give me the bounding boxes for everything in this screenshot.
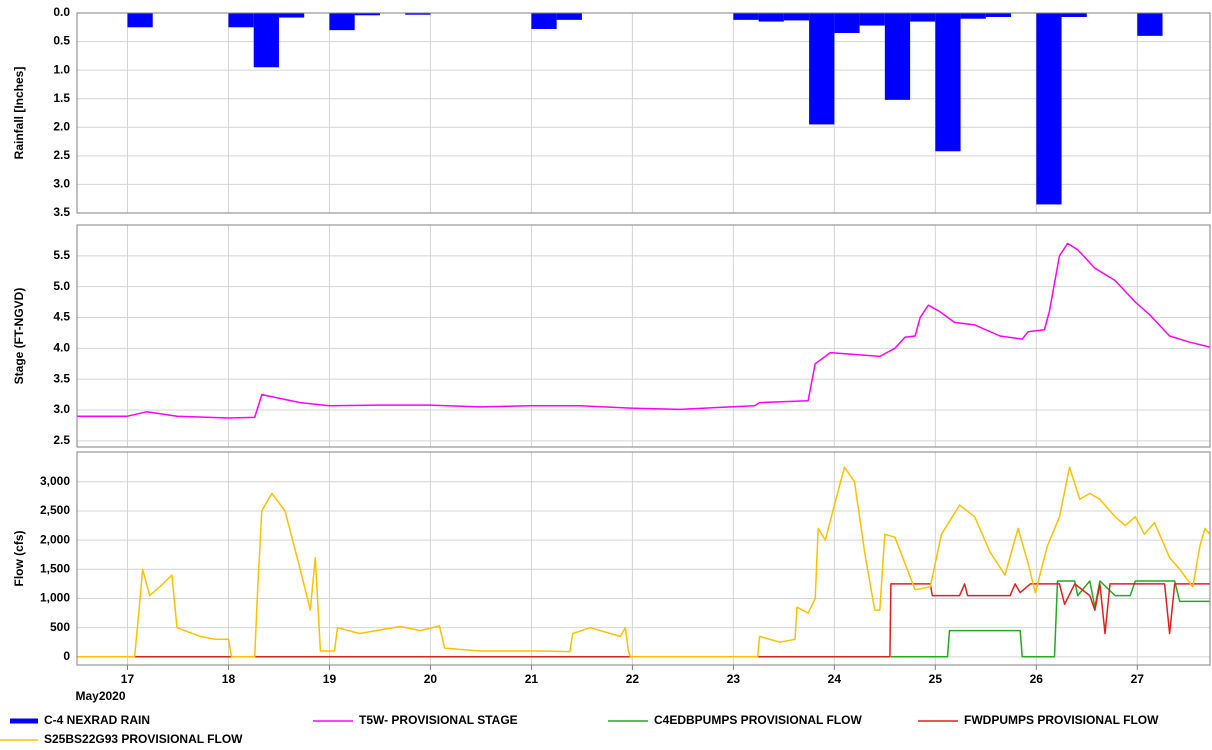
y-tick-label: 2,000 [40, 532, 70, 546]
bar [531, 13, 557, 29]
y-axis-label: Rainfall [Inches] [12, 67, 26, 160]
bar [1061, 13, 1087, 17]
y-tick-label: 1.0 [53, 62, 70, 76]
bar [354, 13, 380, 16]
y-tick-label: 500 [50, 620, 70, 634]
bar [910, 13, 936, 22]
y-tick-label: 3.5 [53, 371, 70, 385]
bar [127, 13, 153, 28]
x-tick-label: 19 [323, 672, 337, 686]
x-tick-label: 18 [222, 672, 236, 686]
bar [228, 13, 254, 28]
x-tick-label: 25 [929, 672, 943, 686]
y-tick-label: 3,000 [40, 474, 70, 488]
series-line [77, 583, 1210, 658]
x-tick-label: 20 [424, 672, 438, 686]
bar [935, 13, 961, 152]
legend-label: FWDPUMPS PROVISIONAL FLOW [964, 713, 1159, 727]
bar [985, 13, 1012, 17]
x-tick-label: 17 [121, 672, 135, 686]
bar [859, 13, 885, 26]
y-tick-label: 4.0 [53, 341, 70, 355]
y-tick-label: 4.5 [53, 310, 70, 324]
y-axis-label: Flow (cfs) [12, 530, 26, 586]
y-tick-label: 5.5 [53, 248, 70, 262]
bar [960, 13, 986, 19]
plot-frame [76, 224, 1211, 448]
y-tick-label: 0.0 [53, 5, 70, 19]
y-tick-label: 3.5 [53, 205, 70, 219]
bar [1137, 13, 1163, 36]
plot-frame [76, 451, 1211, 666]
x-tick-label: 26 [1030, 672, 1044, 686]
x-axis-label: May2020 [75, 689, 125, 703]
legend-label: S25BS22G93 PROVISIONAL FLOW [44, 732, 243, 746]
series-line [77, 242, 1211, 419]
legend-label: C-4 NEXRAD RAIN [44, 713, 150, 727]
bar [884, 13, 911, 100]
y-tick-label: 3.0 [53, 177, 70, 191]
y-tick-label: 2.0 [53, 119, 70, 133]
bar [758, 13, 784, 22]
y-tick-label: 2,500 [40, 503, 70, 517]
series-line [77, 466, 1211, 658]
bar [783, 13, 810, 21]
bar [733, 13, 759, 20]
y-tick-label: 0.5 [53, 34, 70, 48]
legend-label: T5W- PROVISIONAL STAGE [359, 713, 518, 727]
y-tick-label: 1.5 [53, 91, 70, 105]
y-tick-label: 0 [63, 649, 70, 663]
bar [278, 13, 305, 18]
x-tick-label: 27 [1131, 672, 1145, 686]
y-tick-label: 5.0 [53, 279, 70, 293]
legend-swatch [10, 718, 38, 724]
x-tick-label: 23 [727, 672, 741, 686]
bar [834, 13, 860, 33]
bar [329, 13, 355, 31]
plot-frame [76, 12, 1211, 214]
series-line [890, 580, 1210, 658]
y-tick-label: 3.0 [53, 402, 70, 416]
bar [1036, 13, 1062, 205]
bar [405, 13, 431, 15]
bar [556, 13, 582, 20]
y-axis-label: Stage (FT-NGVD) [12, 288, 26, 385]
legend-label: C4EDBPUMPS PROVISIONAL FLOW [654, 713, 862, 727]
y-tick-label: 2.5 [53, 148, 70, 162]
bar [253, 13, 279, 68]
x-tick-label: 22 [626, 672, 640, 686]
y-tick-label: 2.5 [53, 433, 70, 447]
x-tick-label: 21 [525, 672, 539, 686]
y-tick-label: 1,500 [40, 561, 70, 575]
x-tick-label: 24 [828, 672, 842, 686]
bar [809, 13, 835, 125]
y-tick-label: 1,000 [40, 591, 70, 605]
